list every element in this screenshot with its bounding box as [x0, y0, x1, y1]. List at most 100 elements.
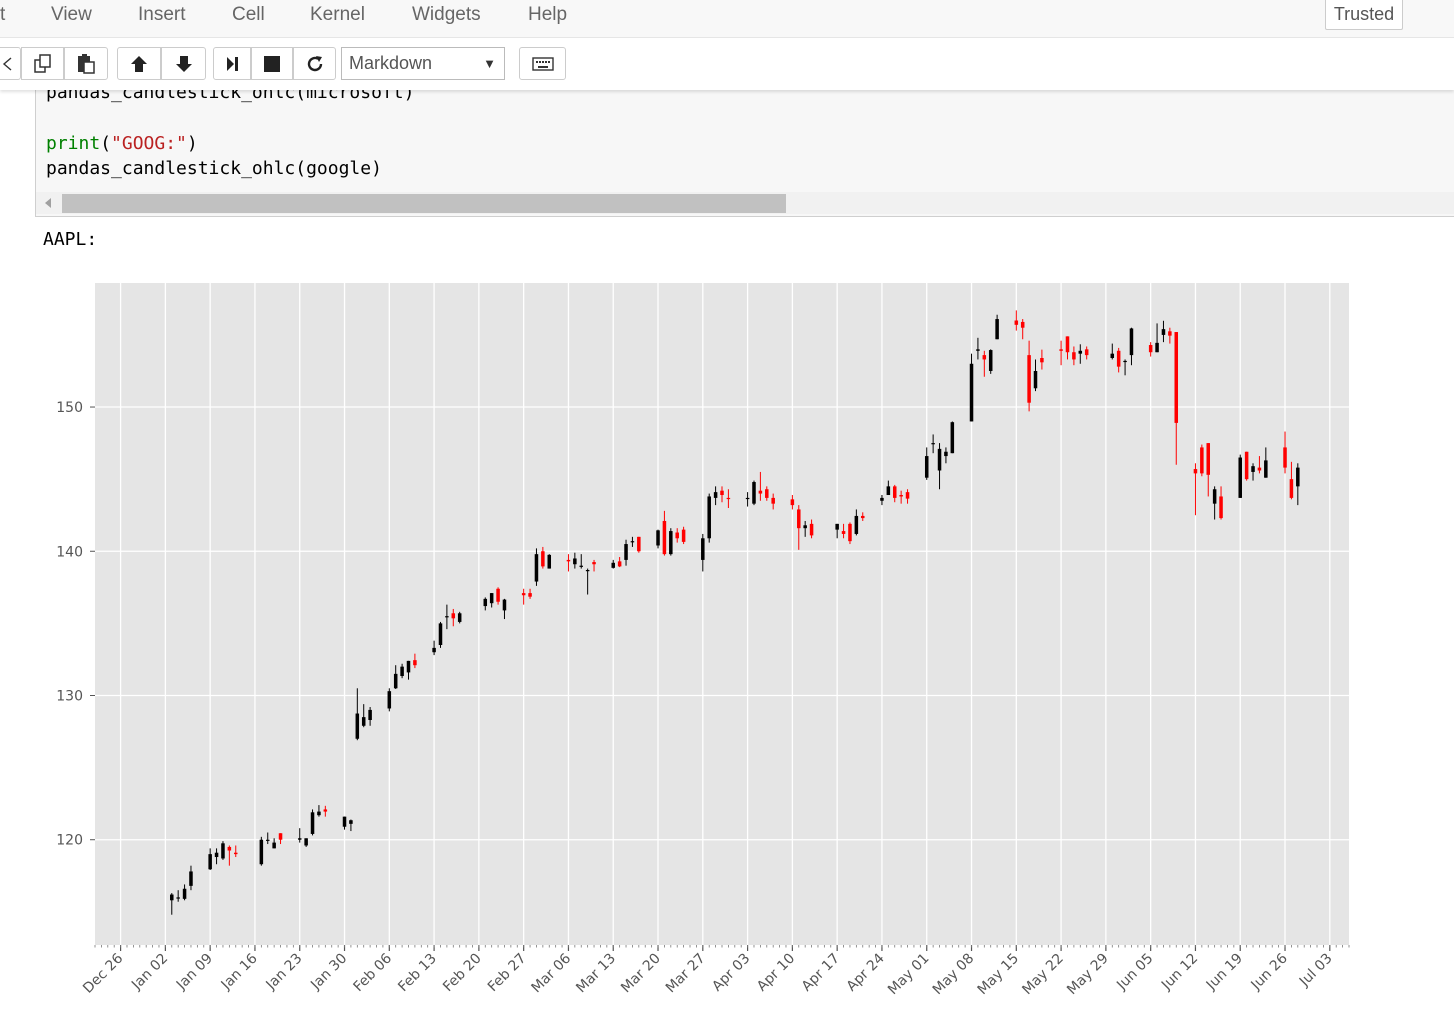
- restart-button[interactable]: [293, 47, 336, 80]
- candle-body: [297, 838, 302, 840]
- candle-body: [1078, 350, 1083, 354]
- candle-body: [880, 497, 884, 501]
- candle-body: [745, 497, 750, 500]
- cut-button[interactable]: [0, 47, 21, 80]
- candle-body: [457, 613, 462, 622]
- menu-item-kernel[interactable]: Kernel: [310, 4, 365, 25]
- candle-body: [701, 538, 705, 560]
- x-tick-label: Jan 23: [263, 951, 306, 994]
- candle-body: [809, 523, 814, 536]
- x-tick-label: Apr 17: [799, 951, 843, 995]
- interrupt-button[interactable]: [251, 47, 293, 80]
- candle-body: [406, 660, 411, 673]
- candle-body: [1296, 467, 1300, 487]
- code-line: print("GOOG:"): [46, 133, 198, 154]
- candle-body: [483, 598, 488, 607]
- candle-body: [304, 838, 308, 846]
- run-button[interactable]: [213, 47, 251, 80]
- candle-body: [259, 839, 264, 865]
- candle-body: [496, 588, 500, 602]
- candle-body: [1148, 345, 1153, 353]
- paste-button[interactable]: [64, 47, 108, 80]
- menu-item-widgets[interactable]: Widgets: [412, 4, 481, 25]
- candle-body: [528, 593, 532, 597]
- trusted-indicator[interactable]: Trusted: [1325, 0, 1403, 30]
- output-label: AAPL:: [43, 229, 98, 250]
- candle-body: [905, 492, 910, 499]
- candle-body: [566, 559, 571, 562]
- horizontal-scrollbar[interactable]: [36, 192, 1454, 214]
- code-builtin: print: [46, 133, 101, 154]
- candle-body: [387, 691, 392, 709]
- candle-body: [758, 490, 763, 494]
- candle-body: [547, 554, 552, 569]
- x-tick-label: Mar 13: [573, 951, 619, 997]
- candle-body: [1174, 332, 1179, 423]
- candle-body: [579, 565, 584, 567]
- menu-item-help[interactable]: Help: [528, 4, 568, 25]
- candle-body: [886, 486, 891, 496]
- candle-body: [438, 623, 443, 646]
- move-down-button[interactable]: [161, 47, 206, 80]
- menu-item-view[interactable]: View: [51, 4, 92, 25]
- candle-body: [393, 673, 398, 689]
- candle-body: [995, 319, 999, 340]
- candle-body: [534, 554, 539, 582]
- command-palette-button[interactable]: [519, 47, 566, 80]
- y-tick-label: 140: [56, 544, 83, 560]
- candle-body: [1072, 352, 1076, 360]
- copy-button[interactable]: [21, 47, 64, 80]
- x-tick-label: May 15: [975, 951, 1023, 999]
- candle-body: [214, 852, 219, 858]
- move-up-button[interactable]: [117, 47, 161, 80]
- candle-body: [182, 888, 187, 899]
- code-cell[interactable]: pandas_candlestick_ohlc(microsoft) print…: [35, 82, 1454, 217]
- x-tick-label: Feb 27: [485, 951, 530, 996]
- code-string: "GOOG:": [111, 133, 187, 154]
- candles: [170, 310, 1300, 915]
- scroll-left-icon[interactable]: [45, 198, 51, 208]
- chevron-down-icon: ▼: [483, 56, 496, 71]
- candle-body: [1238, 457, 1242, 498]
- candle-body: [630, 541, 635, 543]
- candle-body: [208, 854, 212, 870]
- x-tick-label: Jan 02: [128, 951, 171, 994]
- candle-body: [176, 897, 180, 899]
- candle-body: [1219, 496, 1223, 519]
- candle-body: [1084, 349, 1089, 356]
- candle-body: [368, 709, 372, 721]
- candle-body: [413, 660, 417, 666]
- cell-type-select[interactable]: Markdown ▼: [341, 47, 505, 80]
- candle-body: [445, 616, 449, 618]
- candle-body: [1193, 469, 1198, 474]
- candle-body: [969, 363, 974, 422]
- x-tick-label: May 22: [1019, 951, 1067, 999]
- scrollbar-thumb[interactable]: [62, 194, 786, 213]
- candle-body: [944, 451, 948, 457]
- candle-body: [797, 509, 801, 529]
- x-tick-label: Feb 13: [395, 951, 440, 996]
- candle-body: [233, 852, 238, 855]
- candle-body: [1168, 331, 1172, 336]
- x-tick-label: Jan 16: [218, 950, 261, 993]
- x-tick-label: Jun 05: [1113, 951, 1156, 994]
- candle-body: [675, 532, 679, 539]
- y-tick-label: 130: [56, 688, 83, 704]
- candle-body: [489, 593, 494, 604]
- candle-body: [227, 846, 232, 851]
- x-tick-label: Apr 10: [754, 951, 798, 995]
- x-tick-label: Jan 30: [307, 951, 350, 994]
- x-tick-label: Apr 03: [709, 951, 753, 995]
- candle-body: [221, 843, 225, 859]
- x-tick-label: Apr 24: [844, 950, 888, 994]
- candle-body: [1244, 451, 1249, 480]
- candle-body: [1033, 370, 1038, 389]
- menu-item-insert[interactable]: Insert: [138, 4, 186, 25]
- candle-body: [1040, 357, 1044, 363]
- menu-item-edit-fragment[interactable]: t: [0, 4, 6, 25]
- candle-body: [451, 613, 456, 619]
- toolbar: Markdown ▼: [0, 38, 1454, 90]
- menu-item-cell[interactable]: Cell: [232, 4, 265, 25]
- candle-body: [272, 842, 276, 849]
